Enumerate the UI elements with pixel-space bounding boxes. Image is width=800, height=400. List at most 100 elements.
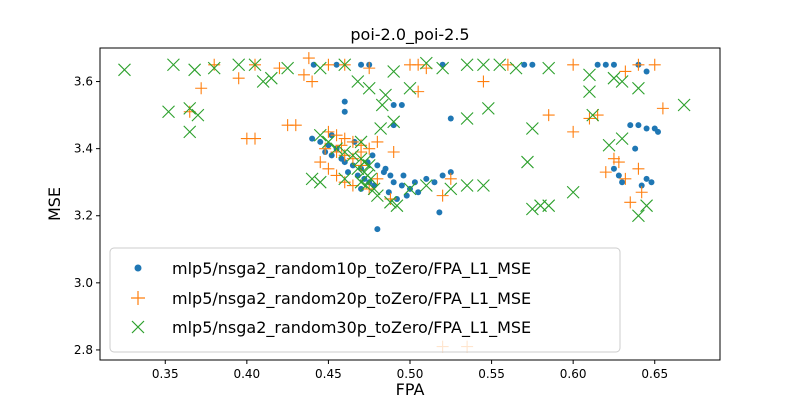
data-point bbox=[364, 172, 378, 186]
x-tick-label: 0.45 bbox=[315, 367, 342, 381]
data-point bbox=[374, 226, 381, 233]
data-point bbox=[412, 58, 425, 71]
data-point bbox=[460, 112, 474, 125]
data-point bbox=[379, 88, 392, 102]
data-point bbox=[354, 135, 368, 149]
data-point bbox=[248, 58, 262, 72]
data-point bbox=[542, 61, 556, 75]
data-point bbox=[390, 179, 397, 186]
data-point bbox=[207, 61, 221, 75]
data-point bbox=[412, 85, 425, 98]
data-point bbox=[232, 58, 246, 72]
data-point bbox=[338, 58, 352, 72]
series-1 bbox=[309, 61, 661, 233]
data-point bbox=[477, 75, 490, 88]
data-point bbox=[403, 182, 417, 196]
data-point bbox=[398, 102, 405, 109]
data-point bbox=[341, 159, 348, 166]
data-point bbox=[619, 65, 632, 78]
data-point bbox=[635, 186, 648, 199]
data-point bbox=[610, 61, 617, 68]
data-point bbox=[583, 68, 596, 82]
data-point bbox=[289, 119, 302, 132]
data-point bbox=[351, 162, 365, 176]
data-point bbox=[607, 71, 621, 85]
data-point bbox=[183, 101, 197, 115]
data-point bbox=[281, 61, 295, 75]
data-point bbox=[656, 102, 669, 115]
legend-marker-x bbox=[131, 320, 145, 334]
data-point bbox=[632, 209, 645, 223]
data-point bbox=[403, 81, 417, 95]
data-point bbox=[118, 63, 131, 77]
data-point bbox=[586, 108, 600, 122]
data-point bbox=[567, 58, 580, 71]
data-point bbox=[648, 179, 655, 186]
data-point bbox=[313, 175, 327, 189]
data-point bbox=[632, 162, 645, 175]
x-tick-label: 0.65 bbox=[641, 367, 668, 381]
data-point bbox=[420, 62, 433, 75]
data-point bbox=[390, 122, 397, 129]
x-axis-label: FPA bbox=[396, 380, 425, 399]
data-point bbox=[640, 199, 653, 213]
data-point bbox=[358, 61, 365, 68]
data-point bbox=[635, 122, 642, 129]
data-point bbox=[615, 75, 629, 88]
data-point bbox=[362, 81, 376, 95]
data-point bbox=[273, 62, 286, 75]
data-point bbox=[390, 102, 397, 109]
data-point bbox=[359, 179, 373, 192]
data-point bbox=[415, 189, 422, 196]
data-point bbox=[375, 98, 389, 112]
data-point bbox=[643, 68, 650, 75]
data-point bbox=[346, 179, 359, 192]
data-point bbox=[188, 63, 202, 77]
data-point bbox=[460, 58, 474, 72]
data-point bbox=[341, 108, 348, 115]
data-point bbox=[338, 132, 351, 145]
data-point bbox=[602, 61, 609, 68]
x-tick-label: 0.55 bbox=[478, 367, 505, 381]
data-point bbox=[330, 142, 343, 156]
data-point bbox=[374, 122, 388, 135]
data-point bbox=[444, 172, 457, 185]
x-axis-ticks: 0.35 0.40 0.45 0.50 0.55 0.60 0.65 bbox=[152, 360, 668, 381]
data-point bbox=[309, 135, 316, 142]
data-point bbox=[333, 61, 340, 68]
data-point bbox=[338, 176, 351, 189]
x-tick-label: 0.60 bbox=[560, 367, 587, 381]
data-point bbox=[346, 148, 360, 162]
data-point bbox=[341, 98, 348, 105]
data-point bbox=[306, 75, 319, 88]
data-point bbox=[607, 152, 620, 165]
data-point bbox=[330, 129, 343, 142]
data-point bbox=[447, 169, 454, 176]
data-point bbox=[436, 209, 443, 216]
data-point bbox=[444, 182, 458, 196]
data-point bbox=[297, 68, 310, 81]
data-point bbox=[619, 172, 632, 185]
data-point bbox=[632, 145, 639, 152]
data-point bbox=[529, 61, 536, 68]
y-tick-label: 3.4 bbox=[74, 142, 93, 156]
data-point bbox=[648, 58, 661, 71]
data-point bbox=[387, 172, 394, 179]
data-point bbox=[314, 156, 327, 169]
data-point bbox=[371, 135, 384, 148]
x-tick-label: 0.50 bbox=[397, 367, 424, 381]
data-point bbox=[264, 71, 278, 85]
legend-entry-3: mlp5/nsga2_random30p_toZero/FPA_L1_MSE bbox=[131, 318, 531, 338]
data-point bbox=[305, 172, 319, 186]
data-point bbox=[411, 179, 418, 186]
y-tick-label: 3.0 bbox=[74, 276, 93, 290]
data-point bbox=[162, 105, 175, 119]
data-point bbox=[317, 138, 324, 145]
data-point bbox=[423, 175, 430, 182]
data-point bbox=[256, 75, 270, 88]
data-point bbox=[208, 58, 221, 71]
data-point bbox=[398, 182, 405, 189]
data-point bbox=[363, 142, 376, 155]
y-axis-ticks: 2.8 3.0 3.2 3.4 3.6 bbox=[74, 75, 100, 357]
data-point bbox=[542, 109, 555, 122]
